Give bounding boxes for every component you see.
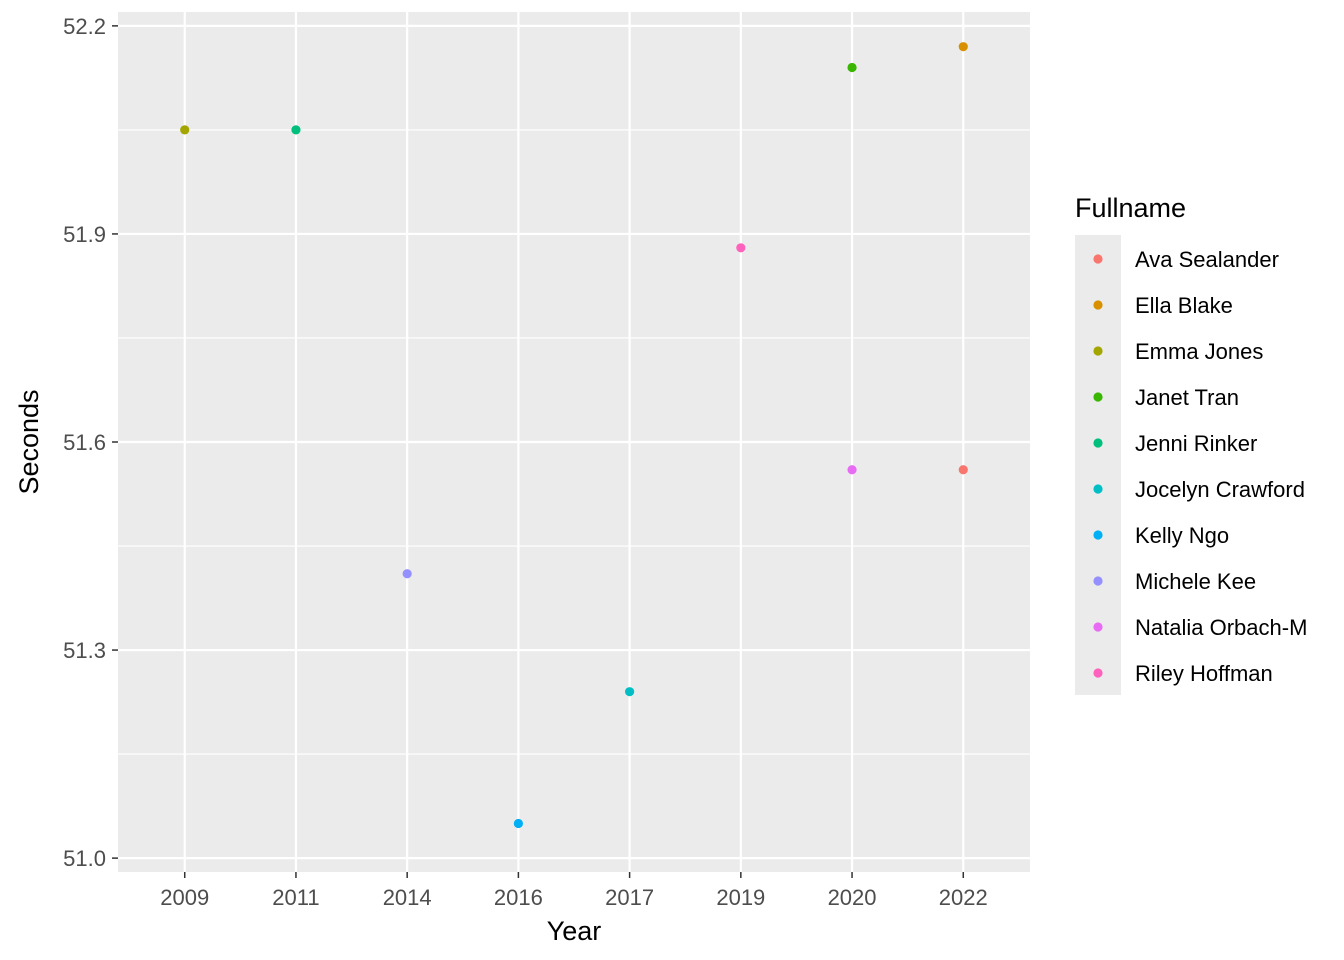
legend-label: Emma Jones	[1135, 339, 1263, 364]
legend-entry: Riley Hoffman	[1093, 661, 1273, 686]
data-point	[958, 465, 968, 475]
x-tick-label: 2022	[939, 885, 988, 910]
x-tick-label: 2019	[716, 885, 765, 910]
legend: Fullname Ava Sealander Ella Blake Emma Jon…	[1075, 193, 1307, 695]
legend-label: Jenni Rinker	[1135, 431, 1257, 456]
legend-key	[1093, 668, 1103, 678]
data-point	[513, 818, 523, 829]
legend-key	[1093, 254, 1103, 264]
x-axis: 2009 2011 2014 2016 2017 2019 2020 2022	[160, 872, 988, 910]
major-gridlines	[118, 12, 1030, 872]
legend-entry: Janet Tran	[1093, 385, 1239, 410]
x-axis-title: Year	[547, 916, 602, 946]
legend-key	[1093, 576, 1103, 586]
legend-label: Janet Tran	[1135, 385, 1239, 410]
data-point	[958, 42, 968, 52]
legend-label: Ella Blake	[1135, 293, 1233, 318]
data-points	[180, 42, 968, 829]
y-tick-label: 51.0	[63, 846, 106, 871]
legend-entry: Jocelyn Crawford	[1093, 477, 1305, 502]
data-point	[625, 687, 635, 697]
legend-key	[1093, 438, 1103, 448]
data-point	[180, 125, 190, 135]
y-tick-label: 52.2	[63, 14, 106, 39]
legend-entry: Emma Jones	[1093, 339, 1263, 364]
x-tick-label: 2011	[272, 885, 319, 910]
legend-label: Jocelyn Crawford	[1135, 477, 1305, 502]
legend-key	[1093, 346, 1103, 356]
x-tick-label: 2009	[160, 885, 209, 910]
legend-key	[1093, 530, 1103, 540]
legend-key	[1093, 392, 1103, 402]
y-tick-label: 51.3	[63, 638, 106, 663]
legend-entry: Jenni Rinker	[1093, 431, 1257, 456]
x-tick-label: 2020	[828, 885, 877, 910]
x-tick-label: 2014	[383, 885, 432, 910]
data-point	[291, 125, 301, 135]
legend-entry: Kelly Ngo	[1093, 523, 1229, 548]
legend-label: Michele Kee	[1135, 569, 1256, 594]
x-tick-label: 2016	[494, 885, 543, 910]
legend-label: Kelly Ngo	[1135, 523, 1229, 548]
minor-gridlines	[118, 129, 1030, 755]
y-axis-title: Seconds	[14, 389, 44, 494]
legend-key	[1093, 622, 1103, 632]
legend-entry: Natalia Orbach-M	[1093, 615, 1307, 640]
data-point	[402, 569, 412, 579]
legend-entry: Ella Blake	[1093, 293, 1233, 318]
legend-title: Fullname	[1075, 193, 1186, 223]
data-point	[847, 465, 857, 475]
data-point	[847, 62, 857, 73]
legend-label: Ava Sealander	[1135, 247, 1279, 272]
y-tick-label: 51.9	[63, 222, 106, 247]
legend-keys-background	[1075, 235, 1121, 695]
y-tick-label: 51.6	[63, 430, 106, 455]
y-axis: 51.0 51.3 51.6 51.9 52.2	[63, 14, 118, 871]
data-point	[736, 243, 746, 253]
legend-entry: Ava Sealander	[1093, 247, 1279, 272]
legend-entry: Michele Kee	[1093, 569, 1256, 594]
legend-key	[1093, 300, 1103, 310]
legend-key	[1093, 484, 1103, 494]
x-tick-label: 2017	[605, 885, 654, 910]
legend-label: Natalia Orbach-M	[1135, 615, 1307, 640]
legend-label: Riley Hoffman	[1135, 661, 1273, 686]
